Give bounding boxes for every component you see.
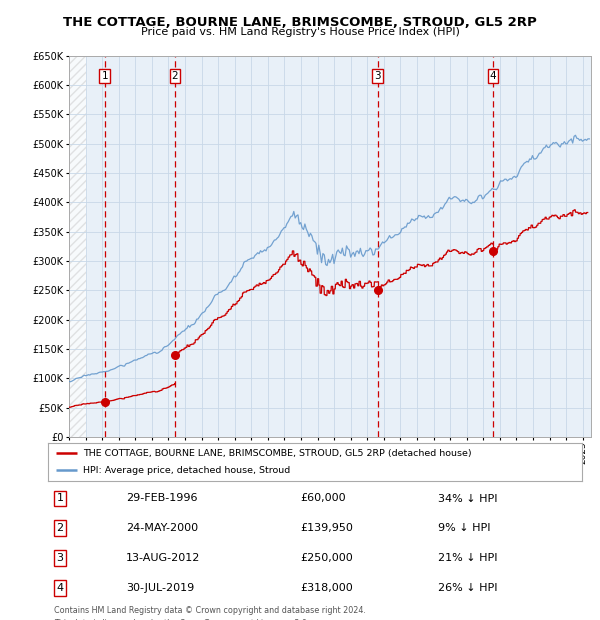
Text: £60,000: £60,000 — [300, 494, 346, 503]
Text: 24-MAY-2000: 24-MAY-2000 — [126, 523, 198, 533]
Text: 1: 1 — [56, 494, 64, 503]
Text: 1: 1 — [101, 71, 108, 81]
Text: 29-FEB-1996: 29-FEB-1996 — [126, 494, 197, 503]
Text: Contains HM Land Registry data © Crown copyright and database right 2024.: Contains HM Land Registry data © Crown c… — [54, 606, 366, 615]
Text: 21% ↓ HPI: 21% ↓ HPI — [438, 553, 497, 563]
Text: This data is licensed under the Open Government Licence v3.0.: This data is licensed under the Open Gov… — [54, 619, 310, 620]
Text: 2: 2 — [56, 523, 64, 533]
Text: £139,950: £139,950 — [300, 523, 353, 533]
Text: Price paid vs. HM Land Registry's House Price Index (HPI): Price paid vs. HM Land Registry's House … — [140, 27, 460, 37]
Text: 13-AUG-2012: 13-AUG-2012 — [126, 553, 200, 563]
Text: £318,000: £318,000 — [300, 583, 353, 593]
Bar — [69, 56, 86, 437]
Text: 4: 4 — [490, 71, 496, 81]
Text: 30-JUL-2019: 30-JUL-2019 — [126, 583, 194, 593]
Text: 3: 3 — [374, 71, 381, 81]
Text: 34% ↓ HPI: 34% ↓ HPI — [438, 494, 497, 503]
Text: 3: 3 — [56, 553, 64, 563]
Text: 4: 4 — [56, 583, 64, 593]
Text: THE COTTAGE, BOURNE LANE, BRIMSCOMBE, STROUD, GL5 2RP (detached house): THE COTTAGE, BOURNE LANE, BRIMSCOMBE, ST… — [83, 449, 472, 458]
Text: HPI: Average price, detached house, Stroud: HPI: Average price, detached house, Stro… — [83, 466, 290, 475]
Text: 26% ↓ HPI: 26% ↓ HPI — [438, 583, 497, 593]
Text: THE COTTAGE, BOURNE LANE, BRIMSCOMBE, STROUD, GL5 2RP: THE COTTAGE, BOURNE LANE, BRIMSCOMBE, ST… — [63, 16, 537, 29]
Text: 2: 2 — [172, 71, 178, 81]
Text: 9% ↓ HPI: 9% ↓ HPI — [438, 523, 491, 533]
Bar — [69, 56, 86, 437]
Text: £250,000: £250,000 — [300, 553, 353, 563]
